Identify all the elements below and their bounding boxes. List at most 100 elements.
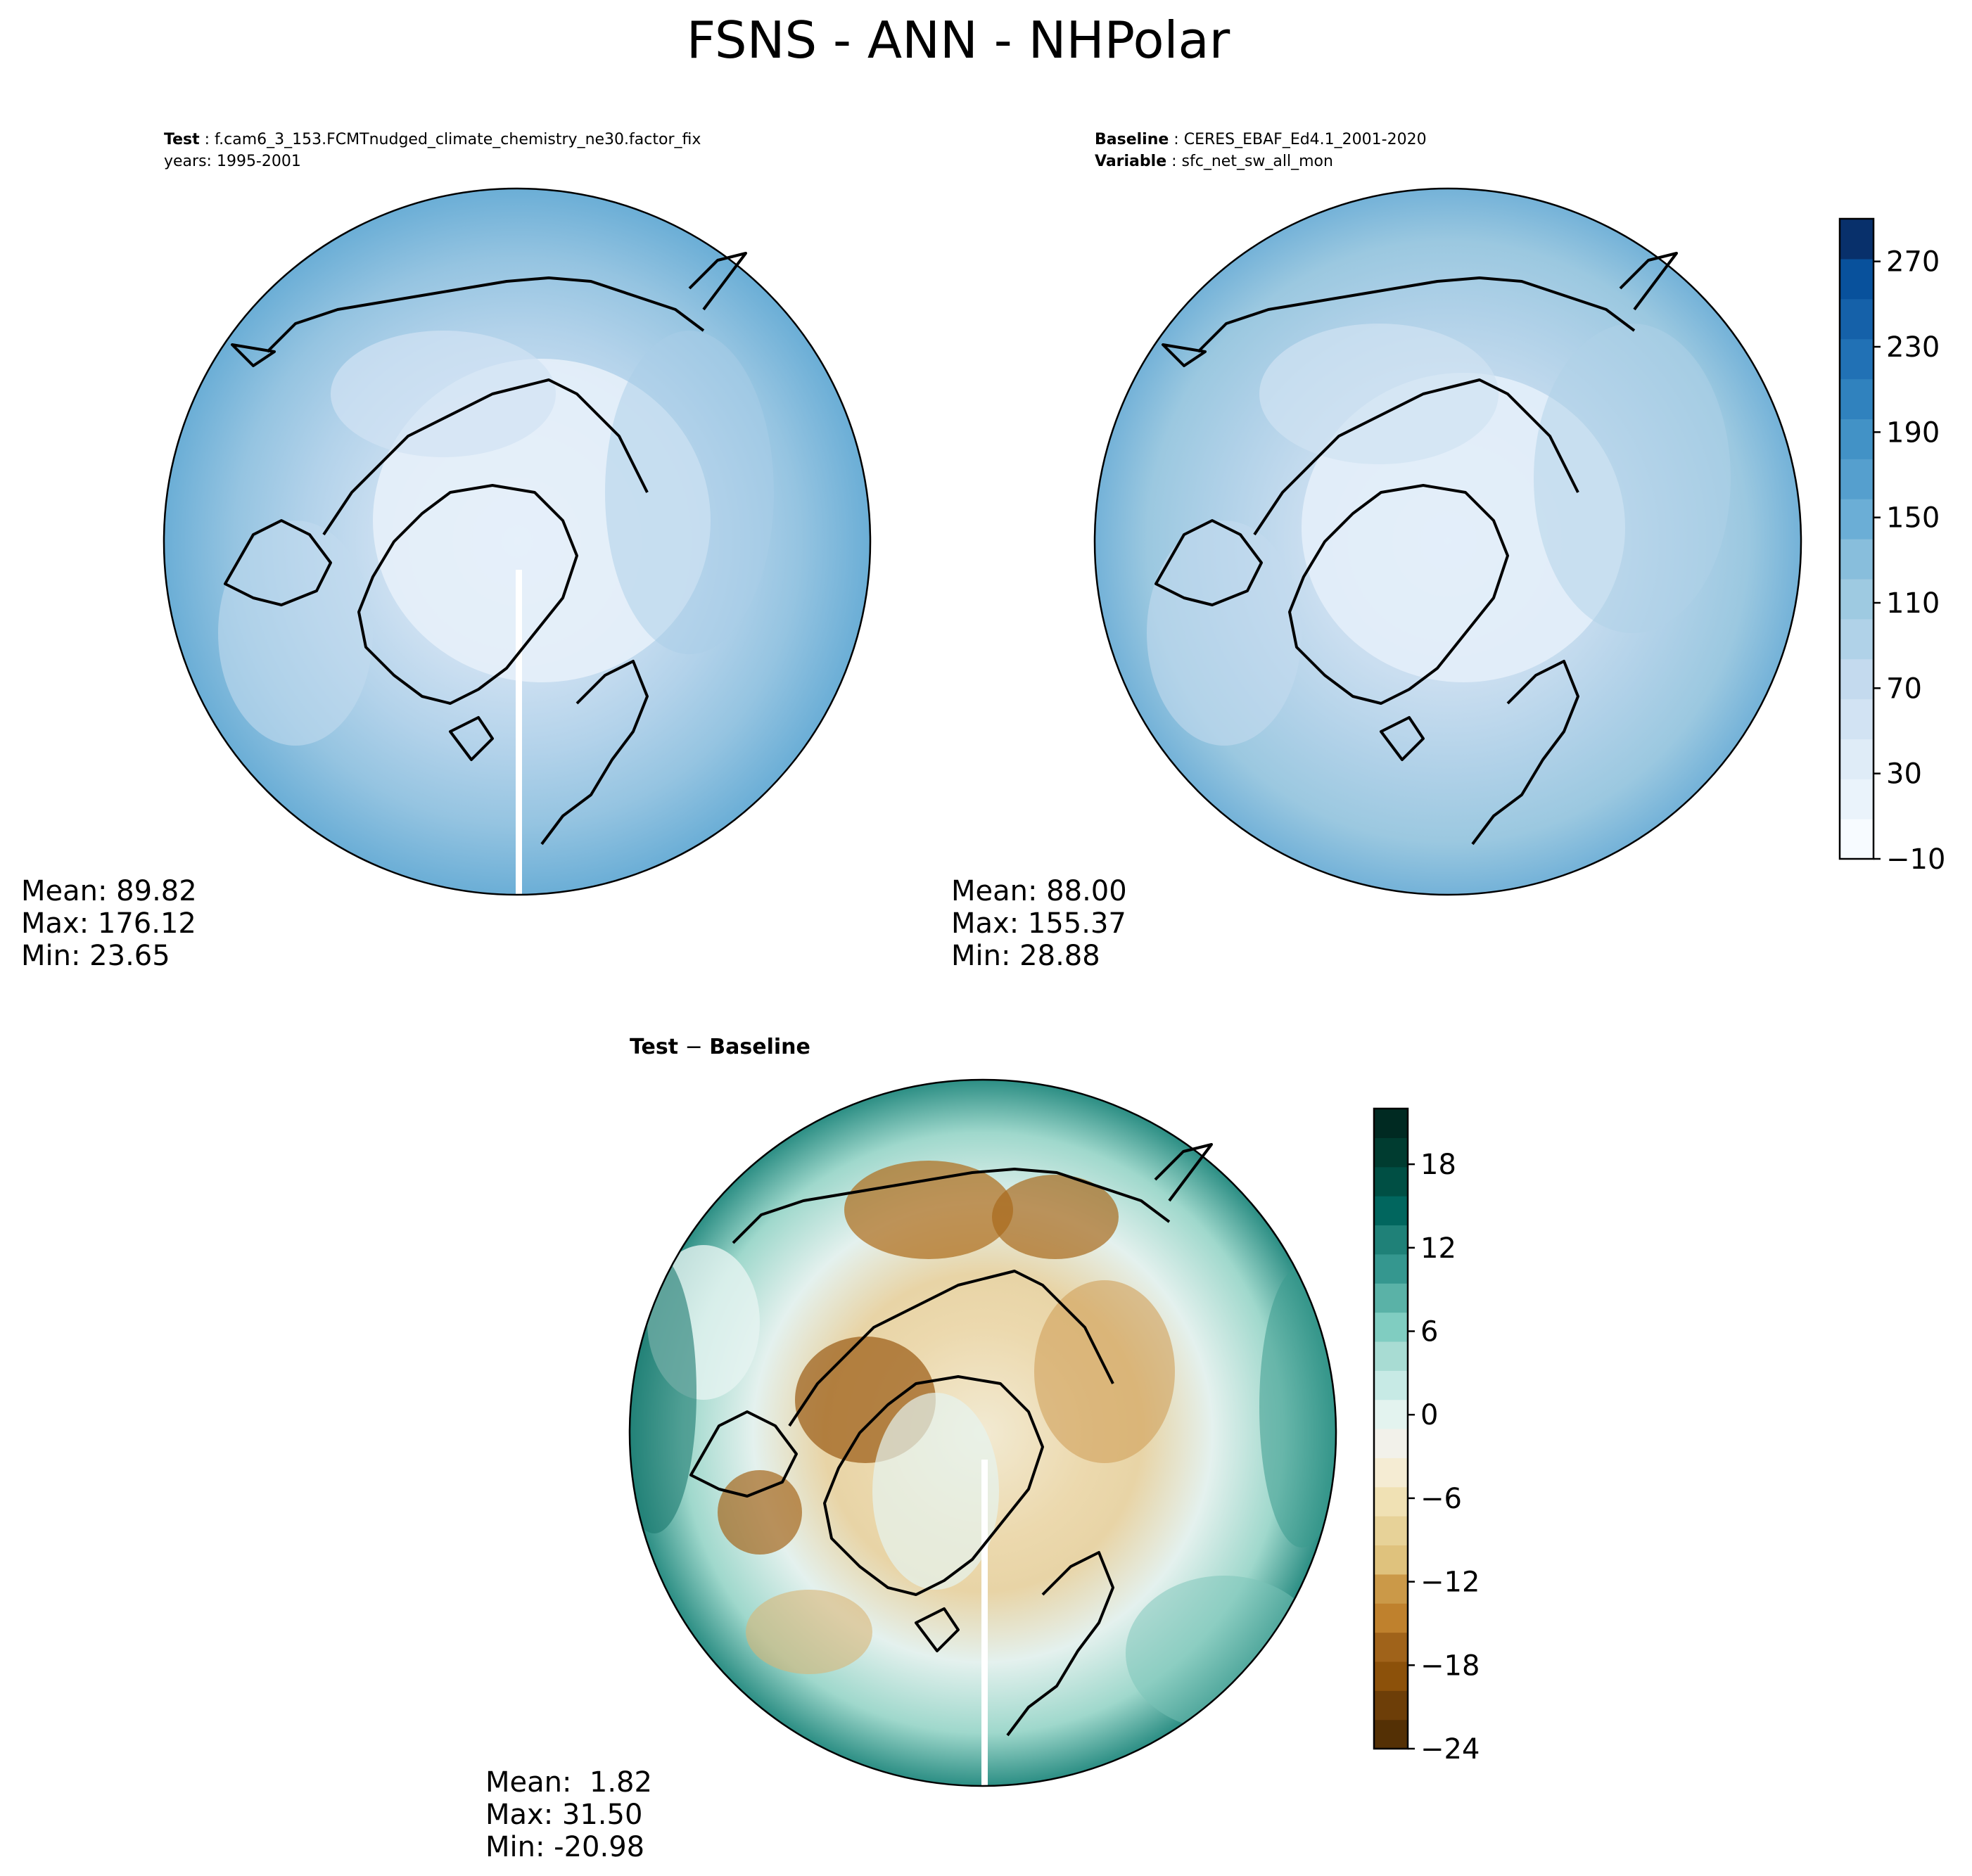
variable-label: Variable — [1095, 153, 1166, 170]
colorbar-diff-tick-label: 0 — [1420, 1399, 1438, 1431]
colorbar-fsns-swatch — [1840, 739, 1874, 779]
diff-map — [628, 1078, 1337, 1787]
colorbar-diff-swatch — [1374, 1137, 1408, 1168]
test-stat-mean: Mean: 89.82 — [21, 875, 197, 907]
colorbar-diff-frame — [1373, 1107, 1409, 1750]
colorbar-diff-swatch — [1374, 1545, 1408, 1575]
diff-map-border — [628, 1078, 1337, 1787]
baseline-header-line2: Variable : sfc_net_sw_all_mon — [1095, 153, 1333, 170]
test-map — [163, 187, 872, 896]
colorbar-diff-swatch — [1374, 1399, 1408, 1429]
colorbar-fsns-swatch — [1840, 539, 1874, 580]
colorbar-fsns-swatch — [1840, 618, 1874, 660]
baseline-colon: : — [1169, 131, 1183, 148]
colorbar-diff-swatch — [1374, 1253, 1408, 1284]
baseline-map-border — [1093, 187, 1802, 896]
colorbar-diff-swatch — [1374, 1109, 1408, 1138]
baseline-coastlines — [1154, 252, 1678, 846]
colorbar-diff-swatch — [1374, 1719, 1408, 1749]
test-map-bands — [218, 331, 774, 895]
colorbar-diff-swatch — [1374, 1486, 1408, 1517]
colorbar-diff-swatch — [1374, 1690, 1408, 1721]
diff-title-a: Test — [630, 1035, 678, 1059]
test-label: Test — [164, 131, 200, 148]
colorbar-fsns-swatch — [1840, 219, 1874, 260]
baseline-map — [1093, 187, 1802, 896]
colorbar-fsns-swatch — [1840, 419, 1874, 459]
colorbar-fsns-tick-label: 110 — [1886, 587, 1940, 620]
colorbar-fsns-tick-label: −10 — [1886, 843, 1945, 876]
colorbar-diff-tick-label: −18 — [1420, 1650, 1480, 1682]
colorbar-fsns: −10 30 70 110 150 190 230 270 — [1838, 217, 1945, 876]
colorbar-diff-swatch — [1374, 1283, 1408, 1313]
baseline-stat-mean: Mean: 88.00 — [951, 875, 1127, 907]
colorbar-fsns-swatch — [1840, 578, 1874, 620]
baseline-header-line1: Baseline : CERES_EBAF_Ed4.1_2001-2020 — [1095, 131, 1427, 148]
variable-name: sfc_net_sw_all_mon — [1182, 153, 1333, 170]
baseline-label: Baseline — [1095, 131, 1169, 148]
colorbar-fsns-swatch — [1840, 499, 1874, 540]
colorbar-diff-tick-label: 12 — [1420, 1232, 1456, 1265]
colorbar-diff-tick-label: 18 — [1420, 1149, 1456, 1181]
test-map-border — [163, 187, 872, 896]
baseline-stat-max: Max: 155.37 — [951, 907, 1126, 940]
baseline-stat-min: Min: 28.88 — [951, 940, 1100, 972]
test-stat-max: Max: 176.12 — [21, 907, 196, 940]
colorbar-fsns-swatch — [1840, 779, 1874, 819]
colorbar-fsns-frame — [1838, 217, 1875, 860]
test-case-name: f.cam6_3_153.FCMTnudged_climate_chemistr… — [215, 131, 701, 148]
colorbar-fsns-swatch — [1840, 338, 1874, 380]
colorbar-diff-swatch — [1374, 1574, 1408, 1604]
diff-coastlines — [689, 1143, 1213, 1737]
colorbar-diff-swatch — [1374, 1516, 1408, 1546]
diff-title-sep: − — [678, 1035, 709, 1059]
colorbar-fsns-tick-label: 190 — [1886, 416, 1940, 449]
colorbar-fsns-swatch — [1840, 819, 1874, 860]
diff-title-b: Baseline — [709, 1035, 810, 1059]
colorbar-diff-swatch — [1374, 1370, 1408, 1400]
baseline-dataset-name: CERES_EBAF_Ed4.1_2001-2020 — [1184, 131, 1427, 148]
colorbar-fsns-tick-label: 30 — [1886, 758, 1922, 791]
test-years: years: 1995-2001 — [164, 153, 301, 170]
colorbar-diff-tick-label: −24 — [1420, 1733, 1480, 1766]
colorbar-diff-tick-label: −6 — [1420, 1483, 1462, 1515]
colorbar-fsns-swatch — [1840, 298, 1874, 340]
colorbar-diff-swatch — [1374, 1225, 1408, 1255]
diff-stat-max: Max: 31.50 — [485, 1799, 642, 1831]
diff-stats: Mean: 1.82 Max: 31.50 Min: -20.98 — [485, 1766, 652, 1863]
colorbar-fsns-swatch — [1840, 258, 1874, 300]
colorbar-diff-swatch — [1374, 1603, 1408, 1633]
colorbar-fsns-tick-label: 230 — [1886, 331, 1940, 364]
test-stat-min: Min: 23.65 — [21, 940, 170, 972]
colorbar-diff-swatch — [1374, 1429, 1408, 1458]
diff-stat-min: Min: -20.98 — [485, 1831, 644, 1863]
colorbar-diff: −24 −18 −12 −6 0 6 12 18 — [1373, 1107, 1480, 1766]
colorbar-diff-swatch — [1374, 1196, 1408, 1226]
colorbar-diff-swatch — [1374, 1341, 1408, 1371]
colorbar-fsns-swatch — [1840, 459, 1874, 499]
variable-colon: : — [1166, 153, 1181, 170]
test-header-line1: Test : f.cam6_3_153.FCMTnudged_climate_c… — [164, 131, 701, 148]
colorbar-fsns-swatch — [1840, 378, 1874, 419]
diff-title: Test − Baseline — [630, 1035, 810, 1059]
test-colon: : — [200, 131, 215, 148]
figure-title: FSNS - ANN - NHPolar — [687, 11, 1230, 70]
colorbar-diff-tick-label: −12 — [1420, 1566, 1480, 1599]
colorbar-diff-tick-label: 6 — [1420, 1316, 1438, 1348]
baseline-stats: Mean: 88.00 Max: 155.37 Min: 28.88 — [951, 875, 1127, 972]
colorbar-diff-swatch — [1374, 1661, 1408, 1691]
colorbar-fsns-tick-label: 270 — [1886, 246, 1940, 279]
colorbar-fsns-tick-label: 150 — [1886, 502, 1940, 535]
colorbar-diff-swatch — [1374, 1312, 1408, 1342]
colorbar-diff-swatch — [1374, 1632, 1408, 1662]
test-coastlines — [224, 252, 747, 846]
colorbar-fsns-tick-label: 70 — [1886, 672, 1922, 705]
colorbar-fsns-swatch — [1840, 658, 1874, 700]
colorbar-fsns-swatch — [1840, 698, 1874, 739]
baseline-map-bands — [1147, 324, 1731, 746]
diff-stat-mean: Mean: 1.82 — [485, 1766, 652, 1799]
test-stats: Mean: 89.82 Max: 176.12 Min: 23.65 — [21, 875, 197, 972]
colorbar-diff-swatch — [1374, 1457, 1408, 1488]
colorbar-diff-swatch — [1374, 1166, 1408, 1197]
